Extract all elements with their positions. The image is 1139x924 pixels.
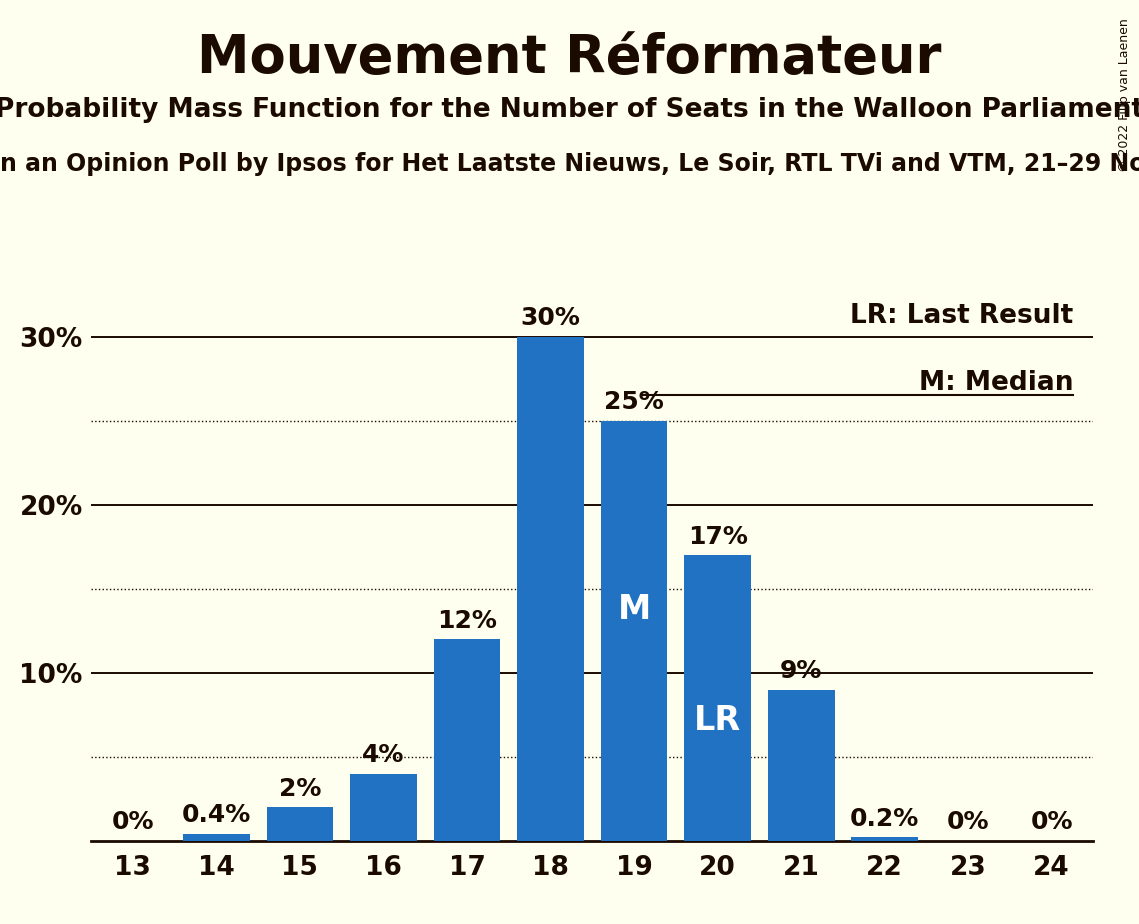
Bar: [851, 837, 918, 841]
Bar: [183, 834, 249, 841]
Text: 4%: 4%: [362, 743, 404, 767]
Bar: [600, 420, 667, 841]
Text: 12%: 12%: [437, 609, 497, 633]
Text: 0.4%: 0.4%: [182, 803, 251, 827]
Text: 0.2%: 0.2%: [850, 807, 919, 831]
Text: Probability Mass Function for the Number of Seats in the Walloon Parliament: Probability Mass Function for the Number…: [0, 97, 1139, 123]
Text: 25%: 25%: [604, 390, 664, 414]
Text: 0%: 0%: [112, 810, 154, 834]
Text: 0%: 0%: [1031, 810, 1073, 834]
Bar: [350, 773, 417, 841]
Text: LR: Last Result: LR: Last Result: [850, 303, 1073, 329]
Text: © 2022 Filip van Laenen: © 2022 Filip van Laenen: [1118, 18, 1131, 172]
Bar: [685, 555, 751, 841]
Bar: [434, 639, 500, 841]
Bar: [267, 808, 334, 841]
Text: 0%: 0%: [947, 810, 990, 834]
Text: M: Median: M: Median: [919, 370, 1073, 395]
Text: Mouvement Réformateur: Mouvement Réformateur: [197, 32, 942, 84]
Text: 17%: 17%: [688, 525, 747, 549]
Text: n an Opinion Poll by Ipsos for Het Laatste Nieuws, Le Soir, RTL TVi and VTM, 21–: n an Opinion Poll by Ipsos for Het Laats…: [0, 152, 1139, 176]
Text: M: M: [617, 593, 650, 626]
Bar: [517, 337, 584, 841]
Text: 9%: 9%: [780, 659, 822, 683]
Bar: [768, 689, 835, 841]
Text: 2%: 2%: [279, 776, 321, 800]
Text: LR: LR: [694, 704, 741, 737]
Text: 30%: 30%: [521, 306, 581, 330]
